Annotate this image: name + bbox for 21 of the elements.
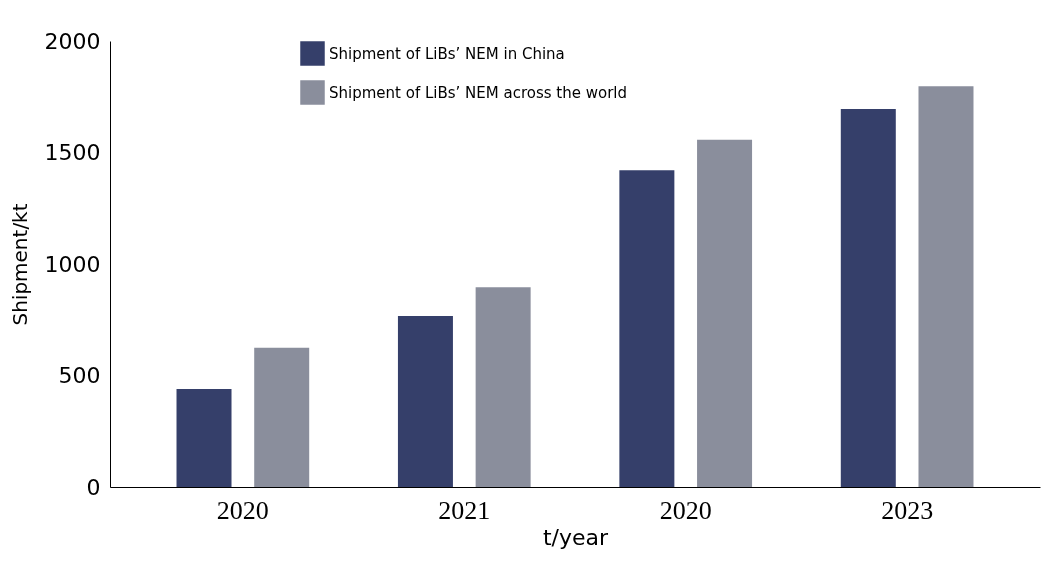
x-tick-label: 2023 [881,495,934,525]
bar [254,347,310,487]
y-axis-title: Shipment/kt [7,203,32,326]
bar [475,287,531,487]
y-tick-label: 0 [86,474,101,500]
x-axis-title: t/year [542,524,610,550]
y-tick-label: 500 [58,363,101,388]
bar [697,139,753,487]
bar [840,109,896,487]
legend-label: Shipment of LiBs’ NEM across the world [329,83,628,102]
x-tick-label: 2020 [216,495,269,525]
y-tick-label: 1500 [44,140,101,165]
x-tick-label: 2020 [659,495,712,525]
y-tick-label: 2000 [44,28,101,54]
y-tick-label: 1000 [44,251,101,277]
legend-label: Shipment of LiBs’ NEM in China [329,44,565,63]
bar [619,170,675,487]
bar [176,388,232,487]
bar [918,86,974,487]
x-tick-label: 2021 [438,495,491,525]
bar [397,315,453,487]
